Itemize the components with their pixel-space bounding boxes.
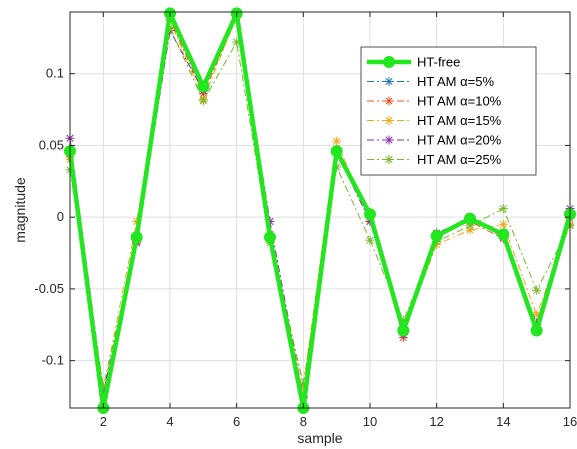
legend-label-alpha-4: α=20% bbox=[460, 133, 502, 148]
legend-label-alpha-5: α=25% bbox=[460, 152, 502, 167]
legend-label-prefix-0: HT-free bbox=[417, 55, 460, 70]
legend-item-4: HT AM α=20% bbox=[367, 133, 502, 148]
series-line-0 bbox=[67, 11, 573, 411]
series-0-point-2 bbox=[130, 231, 143, 244]
series-0-point-8 bbox=[330, 145, 343, 158]
legend-marker-4 bbox=[384, 135, 394, 145]
legend-label-prefix-5: HT AM bbox=[417, 152, 460, 167]
series-0-point-9 bbox=[364, 208, 376, 221]
y-tick-label-2: 0 bbox=[57, 209, 64, 224]
series-0-point-6 bbox=[264, 231, 276, 244]
legend-label-5: HT AM α=25% bbox=[417, 152, 502, 167]
series-5-point-9 bbox=[365, 235, 375, 245]
x-tick-label-7: 16 bbox=[563, 414, 577, 429]
series-5-point-13 bbox=[498, 204, 508, 214]
series-5-point-14 bbox=[532, 285, 542, 295]
legend-label-1: HT AM α=5% bbox=[417, 74, 494, 89]
legend-label-4: HT AM α=20% bbox=[417, 133, 502, 148]
legend-label-alpha-1: α=5% bbox=[460, 74, 494, 89]
series-0-point-13 bbox=[497, 228, 510, 241]
series-0-point-10 bbox=[397, 324, 410, 337]
series-3-point-8 bbox=[332, 136, 342, 146]
y-axis-label: magnitude bbox=[12, 177, 28, 243]
legend-label-2: HT AM α=10% bbox=[417, 94, 502, 109]
legend-marker-2 bbox=[384, 96, 394, 106]
legend-label-prefix-3: HT AM bbox=[417, 113, 460, 128]
series-0-point-4 bbox=[197, 80, 210, 93]
legend-item-2: HT AM α=10% bbox=[367, 94, 502, 109]
legend-label-3: HT AM α=15% bbox=[417, 113, 502, 128]
y-tick-label-1: -0.05 bbox=[34, 281, 64, 296]
ticks: 2 4 6 8 10 12 14 16 -0.1 -0.05 0 0.05 0.1 bbox=[34, 12, 577, 429]
x-axis-label: sample bbox=[297, 430, 342, 446]
x-tick-label-1: 4 bbox=[166, 414, 173, 429]
x-tick-label-4: 10 bbox=[363, 414, 377, 429]
legend-marker-5 bbox=[384, 155, 394, 164]
y-tick-label-0: -0.1 bbox=[42, 353, 64, 368]
x-tick-label-6: 14 bbox=[496, 414, 510, 429]
series-3-point-13 bbox=[498, 219, 508, 229]
x-tick-label-5: 12 bbox=[429, 414, 443, 429]
legend-item-5: HT AM α=25% bbox=[367, 152, 502, 167]
x-tick-label-3: 8 bbox=[300, 414, 307, 429]
legend-item-1: HT AM α=5% bbox=[367, 74, 494, 89]
series-0-point-14 bbox=[530, 324, 543, 337]
y-tick-label-4: 0.1 bbox=[46, 66, 64, 81]
legend-marker-0 bbox=[383, 56, 395, 68]
series-0-point-12 bbox=[464, 212, 476, 225]
legend-label-prefix-1: HT AM bbox=[417, 74, 460, 89]
legend-label-alpha-3: α=15% bbox=[460, 113, 502, 128]
legend-marker-3 bbox=[384, 116, 394, 125]
legend-label-0: HT-free bbox=[417, 55, 460, 70]
legend-label-alpha-2: α=10% bbox=[460, 94, 502, 109]
legend-item-0: HT-free bbox=[367, 55, 460, 70]
plot-frame bbox=[69, 11, 571, 409]
legend-label-prefix-4: HT AM bbox=[417, 133, 460, 148]
x-tick-label-0: 2 bbox=[100, 414, 107, 429]
series-5-point-4 bbox=[198, 96, 208, 106]
y-tick-label-3: 0.05 bbox=[39, 137, 64, 152]
series-0-point-11 bbox=[430, 229, 443, 242]
x-tick-label-2: 6 bbox=[233, 414, 240, 429]
legend-label-prefix-2: HT AM bbox=[417, 94, 460, 109]
legend-box bbox=[360, 46, 537, 176]
legend-item-3: HT AM α=15% bbox=[367, 113, 502, 128]
legend-marker-1 bbox=[384, 77, 394, 86]
